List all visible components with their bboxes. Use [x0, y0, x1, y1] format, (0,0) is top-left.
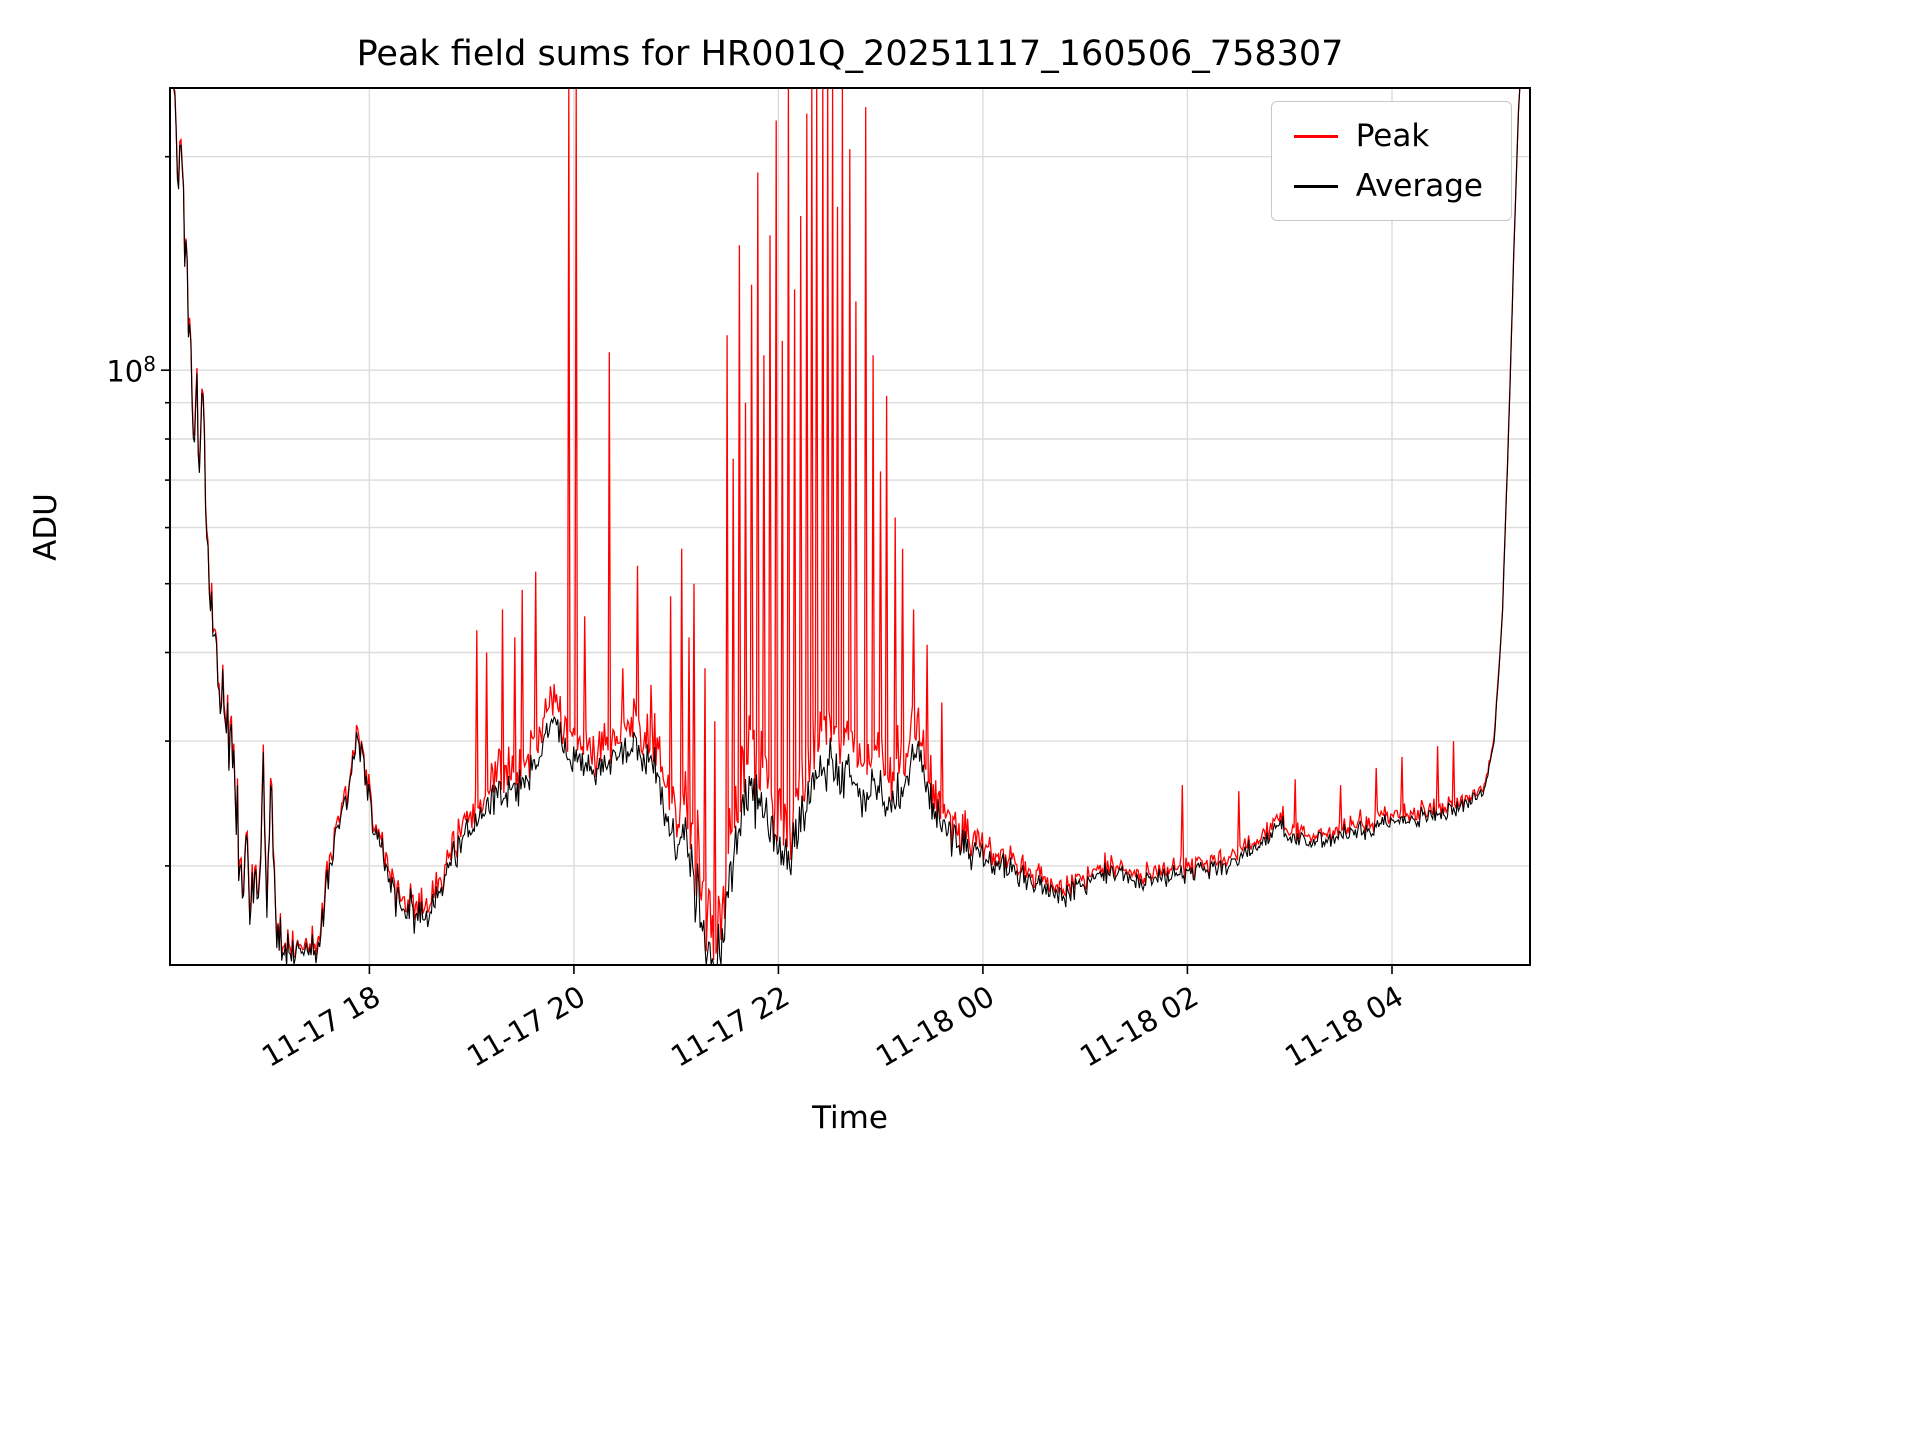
- legend: Peak Average: [1270, 101, 1512, 221]
- y-tick-base: 10: [106, 354, 144, 389]
- axis-ticks: [161, 155, 1393, 974]
- chart-title: Peak field sums for HR001Q_20251117_1605…: [356, 34, 1344, 74]
- x-axis-label: Time: [812, 1100, 888, 1136]
- legend-label-average: Average: [1355, 168, 1483, 204]
- legend-item-peak: Peak: [1293, 118, 1483, 154]
- plot-border: [169, 87, 1531, 966]
- legend-item-average: Average: [1293, 168, 1483, 204]
- y-tick-exponent: 8: [143, 352, 156, 376]
- peak-line-sample-icon: [1293, 134, 1338, 138]
- y-tick-label: 108: [80, 352, 156, 389]
- legend-label-peak: Peak: [1355, 118, 1430, 154]
- average-line-sample-icon: [1293, 184, 1338, 188]
- y-axis-label: ADU: [28, 493, 64, 561]
- average-series-line: [170, 87, 1530, 966]
